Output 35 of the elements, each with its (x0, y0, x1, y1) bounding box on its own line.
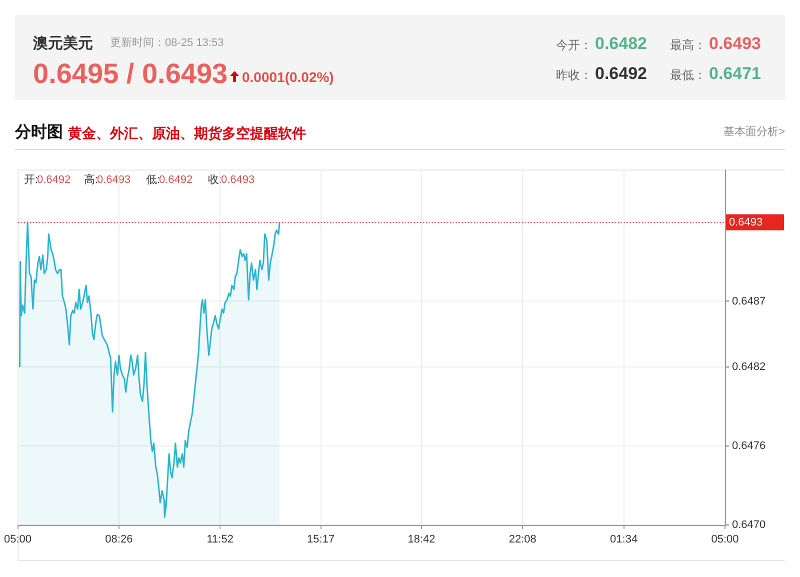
annotation: 0.6492 (159, 174, 193, 188)
chart-subtitle: 更新时间：08-25 13:53 (110, 37, 224, 50)
text: 0.6492 (595, 64, 647, 84)
text: 最低： (670, 68, 706, 82)
chart-title: 澳元美元 (33, 35, 93, 53)
x-tick-label: 01:34 (610, 534, 638, 546)
y-tick-label: 0.6470 (732, 519, 766, 532)
annotation: 高: (84, 174, 98, 188)
text: 0.6482 (595, 34, 647, 54)
text: 0.0001(0.02%) (242, 68, 334, 86)
text: 0.6471 (709, 64, 761, 84)
text: 最高： (670, 38, 706, 52)
x-tick-label: 05:00 (711, 534, 739, 546)
x-tick-label: 15:17 (307, 534, 335, 546)
x-tick-label: 22:08 (508, 534, 536, 546)
annotation: 0.6493 (221, 174, 255, 188)
text: 昨收： (556, 68, 592, 82)
annotation: 开: (24, 174, 38, 188)
annotation: 0.6493 (97, 174, 131, 188)
text: 黄金、外汇、原油、期货多空提醒软件 (68, 124, 306, 142)
y-tick-label: 0.6487 (732, 295, 766, 308)
annotation: 低: (146, 174, 160, 188)
x-tick-label: 18:42 (408, 534, 436, 546)
x-tick-label: 08:26 (105, 534, 133, 546)
text: 分时图 (15, 123, 63, 143)
text: 0.6493 (709, 34, 761, 54)
y-tick-label: 0.6482 (732, 361, 766, 374)
y-tick-label: 0.6476 (732, 440, 766, 452)
text: 基本面分析> (724, 126, 785, 140)
text: 0.6495 / 0.6493 (33, 57, 228, 91)
ref-line-label: 0.6493 (729, 216, 763, 228)
x-tick-label: 11:52 (206, 534, 234, 546)
text: 今开： (556, 38, 592, 52)
x-tick-label: 05:00 (4, 534, 32, 546)
annotation: 0.6492 (37, 174, 71, 188)
